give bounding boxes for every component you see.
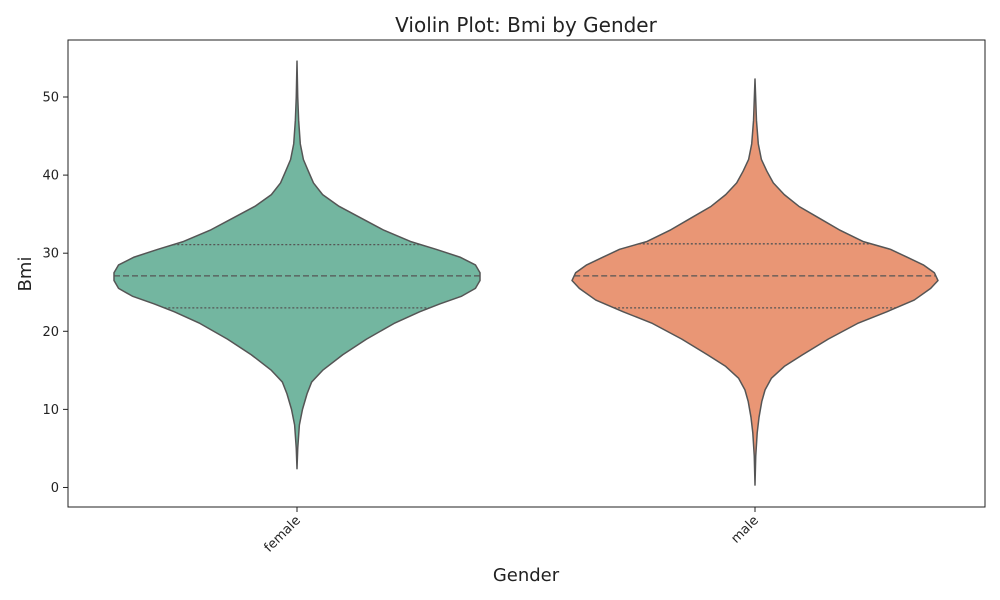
violins [113,60,939,486]
y-axis-label: Bmi [15,257,36,292]
x-axis: female male [262,507,762,556]
y-axis: 0 10 20 30 40 50 [42,91,68,496]
y-tick-label: 30 [42,247,59,262]
plot-frame [67,39,986,508]
y-tick-label: 0 [51,481,59,496]
y-tick-label: 10 [42,403,59,418]
y-tick-label: 50 [42,91,59,106]
chart-title: Violin Plot: Bmi by Gender [395,13,657,37]
x-tick-label-male: male [728,513,761,546]
y-tick-label: 40 [42,169,59,184]
x-axis-label: Gender [493,565,560,586]
violin-female [113,60,481,470]
quartile-lines [114,243,936,309]
violin-male [571,78,939,486]
y-tick-label: 20 [42,325,59,340]
x-tick-label-female: female [262,513,304,555]
